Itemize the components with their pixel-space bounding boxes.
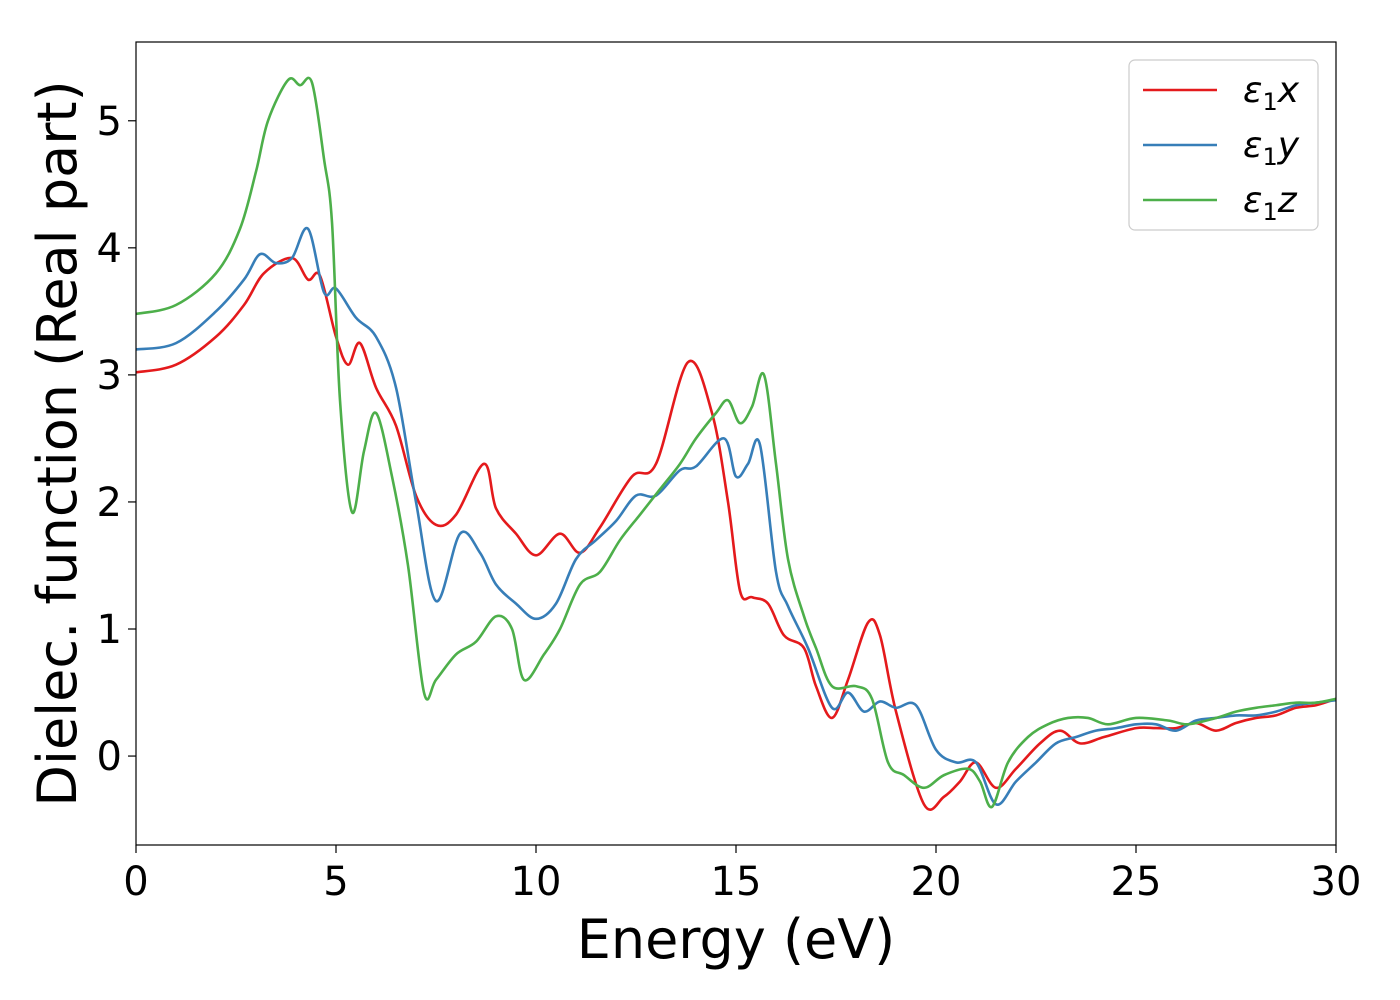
x-axis-label: Energy (eV) [577, 908, 896, 971]
x-tick-label: 15 [711, 859, 762, 905]
legend-entry: ε1z [1243, 180, 1298, 226]
x-axis: 0 5 10 15 20 25 30 [123, 845, 1361, 905]
legend: ε1x ε1y ε1z [1128, 59, 1319, 231]
x-tick-label: 20 [911, 859, 962, 905]
legend-entry: ε1y [1243, 125, 1300, 171]
series-line-y [136, 226, 1336, 806]
y-tick-label: 3 [97, 353, 122, 399]
x-tick-label: 10 [511, 859, 562, 905]
y-tick-label: 2 [97, 480, 122, 526]
y-axis-label: Dielec. function (Real part) [26, 80, 89, 806]
series-layer [136, 76, 1336, 811]
y-tick-label: 5 [97, 99, 122, 145]
x-tick-label: 5 [323, 859, 348, 905]
y-tick-label: 4 [97, 226, 122, 272]
y-tick-label: 0 [97, 734, 122, 780]
legend-box [1128, 59, 1319, 231]
y-axis: 0 1 2 3 4 5 [97, 99, 136, 780]
series-line-x [136, 256, 1336, 811]
y-tick-label: 1 [97, 607, 122, 653]
x-tick-label: 0 [123, 859, 148, 905]
series-line-z [136, 76, 1336, 809]
x-tick-label: 25 [1111, 859, 1162, 905]
x-tick-label: 30 [1311, 859, 1362, 905]
legend-entry: ε1x [1243, 70, 1300, 116]
